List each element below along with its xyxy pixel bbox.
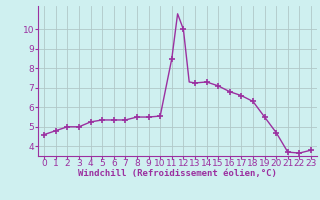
X-axis label: Windchill (Refroidissement éolien,°C): Windchill (Refroidissement éolien,°C) bbox=[78, 169, 277, 178]
